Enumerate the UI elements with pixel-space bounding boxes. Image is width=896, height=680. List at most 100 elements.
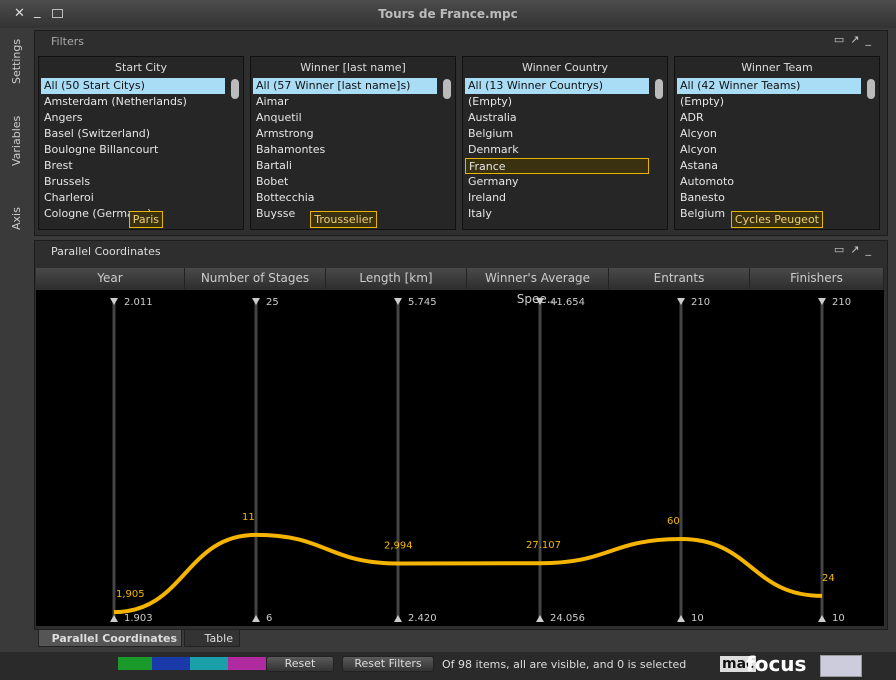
list-item[interactable]: (Empty) [468, 95, 513, 108]
list-item[interactable]: All (57 Winner [last name]s) [253, 78, 437, 94]
axis-max: 41.654 [550, 297, 585, 308]
list-item[interactable]: Alcyon [680, 143, 717, 156]
list-item[interactable]: Angers [44, 111, 83, 124]
column-header[interactable]: Entrants [609, 268, 750, 289]
axis-handle [536, 615, 544, 622]
list-item[interactable]: Buysse [256, 207, 296, 220]
list-item[interactable]: Anquetil [256, 111, 302, 124]
list-item[interactable]: Italy [468, 207, 492, 220]
selected-value: 60 [667, 516, 680, 527]
axis-min: 2.420 [408, 613, 437, 624]
reset-filters-button[interactable]: Reset Filters [342, 656, 434, 672]
list-item[interactable]: Aimar [256, 95, 289, 108]
list-item[interactable]: Brussels [44, 175, 91, 188]
minimize-button[interactable]: _ [34, 4, 41, 19]
status-message: Of 98 items, all are visible, and 0 is s… [442, 658, 687, 671]
list-item[interactable]: Amsterdam (Netherlands) [44, 95, 187, 108]
axis-handle [818, 615, 826, 622]
column-header[interactable]: Year [36, 268, 185, 289]
column-header[interactable]: Winner's Average Spee... [467, 268, 609, 306]
selected-value: 24 [822, 573, 835, 584]
list-item[interactable]: All (13 Winner Countrys) [465, 78, 649, 94]
selected-value: 1,905 [116, 589, 145, 600]
filter-tag[interactable]: Trousselier [310, 211, 377, 228]
list-item[interactable]: Astana [680, 159, 719, 172]
axis-min: 10 [832, 613, 845, 624]
list-item[interactable]: Ireland [468, 191, 507, 204]
list-item[interactable]: Belgium [468, 127, 514, 140]
list-item[interactable]: Banesto [680, 191, 725, 204]
list-item[interactable]: Basel (Switzerland) [44, 127, 151, 140]
list-item[interactable]: Bobet [256, 175, 289, 188]
list-item[interactable]: Denmark [468, 143, 519, 156]
list-item[interactable]: Charleroi [44, 191, 94, 204]
logo-b: focus [746, 652, 807, 676]
selected-line [113, 532, 823, 615]
axis-handle [536, 298, 544, 305]
filter-tag[interactable]: Cycles Peugeot [730, 211, 823, 228]
panel-controls[interactable]: ▭↗_ [833, 243, 877, 256]
filter-tag[interactable]: Paris [128, 211, 163, 228]
maximize-button[interactable] [52, 9, 63, 18]
axis-handle [394, 298, 402, 305]
list-item[interactable]: Boulogne Billancourt [44, 143, 159, 156]
list-item[interactable]: All (42 Winner Teams) [677, 78, 861, 94]
side-tab[interactable]: Variables [10, 115, 23, 166]
axis-handle [110, 298, 118, 305]
color-swatch[interactable] [228, 657, 266, 670]
side-tab[interactable]: Axis [10, 207, 23, 230]
plot-bg [36, 290, 884, 626]
axis-handle [677, 298, 685, 305]
axis-handle [110, 615, 118, 622]
tab[interactable]: Table [184, 629, 240, 647]
list-item[interactable]: Australia [468, 111, 517, 124]
list-header: Winner [last name] [300, 61, 406, 74]
scrollbar[interactable] [443, 79, 451, 99]
list-item[interactable]: France [465, 158, 649, 174]
close-button[interactable]: ✕ [14, 6, 25, 21]
status-bar: Reset Reset Filters Of 98 items, all are… [0, 652, 896, 680]
axis-handle [818, 298, 826, 305]
logo-a: mac [720, 656, 757, 672]
scrollbar[interactable] [867, 79, 875, 99]
column-header[interactable]: Finishers [750, 268, 884, 289]
selected-value: 11 [242, 512, 255, 523]
list-item[interactable]: Bartali [256, 159, 292, 172]
color-swatch[interactable] [118, 657, 152, 670]
color-swatch[interactable] [190, 657, 228, 670]
axis-max: 210 [691, 297, 710, 308]
list-item[interactable]: (Empty) [680, 95, 725, 108]
list-item[interactable]: Alcyon [680, 127, 717, 140]
axis-min: 6 [266, 613, 272, 624]
list-item[interactable]: Bottecchia [256, 191, 315, 204]
scrollbar[interactable] [655, 79, 663, 99]
column-header[interactable]: Length [km] [326, 268, 467, 289]
color-swatch[interactable] [152, 657, 190, 670]
list-item[interactable]: Bahamontes [256, 143, 326, 156]
filter-list: Winner [last name] All (57 Winner [last n… [250, 56, 456, 230]
column-header[interactable]: Number of Stages [185, 268, 326, 289]
panel-title: Filters [51, 35, 84, 48]
list-item[interactable]: Cologne (Germany) [44, 207, 152, 220]
axis-max: 25 [266, 297, 279, 308]
scrollbar[interactable] [231, 79, 239, 99]
list-item[interactable]: Brest [44, 159, 73, 172]
list-item[interactable]: All (50 Start Citys) [41, 78, 225, 94]
axis-handle [677, 615, 685, 622]
axis-handle [394, 615, 402, 622]
panel-controls[interactable]: ▭↗_ [833, 33, 877, 46]
list-item[interactable]: ADR [680, 111, 704, 124]
list-item[interactable]: Automoto [680, 175, 735, 188]
list-item[interactable]: Germany [468, 175, 519, 188]
tab-active[interactable]: Parallel Coordinates [38, 629, 182, 647]
side-tab[interactable]: Settings [10, 38, 23, 84]
list-item[interactable]: Armstrong [256, 127, 314, 140]
list-item[interactable]: Belgium [680, 207, 726, 220]
axis-min: 24.056 [550, 613, 585, 624]
panel-title: Parallel Coordinates [51, 245, 161, 258]
axis-min: 10 [691, 613, 704, 624]
reset-button[interactable]: Reset [266, 656, 334, 672]
selected-value: 2,994 [384, 540, 413, 551]
list-header: Start City [115, 61, 167, 74]
